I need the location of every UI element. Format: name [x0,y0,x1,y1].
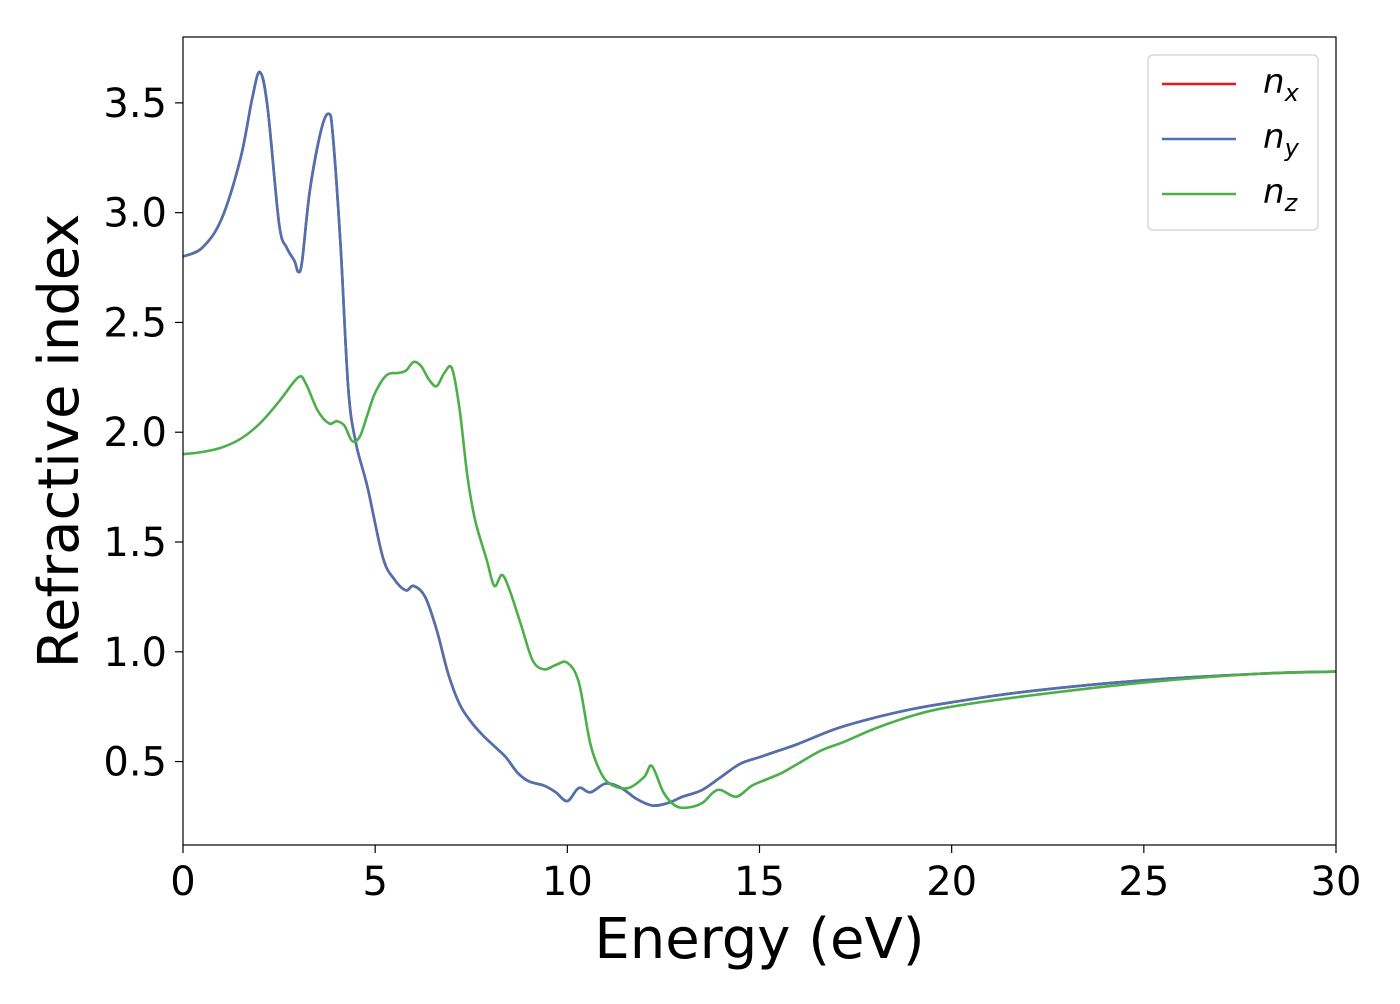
plot-layer [183,70,1336,810]
y-axis-ticks: 0.5 1.0 1.5 2.0 2.5 3.0 3.5 [103,81,183,786]
x-tick-label: 10 [542,859,593,905]
series-line-n-z [183,360,1336,810]
legend: nx ny nz [1147,54,1319,231]
x-tick-label: 30 [1311,859,1362,905]
y-axis-title: Refractive index [27,214,92,669]
legend-box [1147,54,1319,231]
x-axis-ticks: 0 5 10 15 20 25 30 [170,845,1361,905]
legend-label-n-x: nx [1263,62,1300,107]
x-tick-label: 15 [734,859,785,905]
x-tick-label: 20 [926,859,977,905]
x-tick-label: 0 [170,859,195,905]
x-tick-label: 5 [362,859,387,905]
x-tick-label: 25 [1118,859,1169,905]
y-tick-label: 2.0 [103,410,167,456]
legend-label-n-z: nz [1263,172,1299,217]
y-tick-label: 0.5 [103,740,167,786]
y-tick-label: 3.5 [103,81,167,127]
series-line-n-y [183,70,1336,807]
y-tick-label: 3.0 [103,191,167,237]
y-tick-label: 1.0 [103,630,167,676]
y-tick-label: 2.5 [103,300,167,346]
y-tick-label: 1.5 [103,520,167,566]
legend-items: nx ny nz [1162,62,1300,217]
legend-label-n-y: ny [1263,117,1300,162]
x-axis-title: Energy (eV) [594,907,924,972]
